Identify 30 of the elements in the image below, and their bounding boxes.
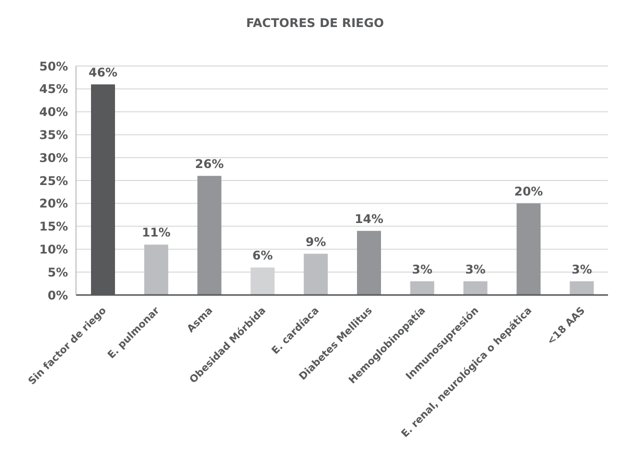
data-label: 11% [142,226,171,240]
y-tick-label: 10% [39,242,68,256]
bar [197,176,222,295]
bar [516,203,541,295]
bar [357,230,381,295]
y-tick-label: 15% [39,220,68,234]
data-label: 3% [412,262,432,276]
data-label: 46% [88,65,118,80]
y-tick-label: 0% [48,288,68,302]
y-tick-label: 40% [39,105,68,120]
bar [304,254,328,295]
y-tick-label: 45% [39,82,68,96]
bar [144,244,168,295]
data-label: 3% [465,262,486,276]
y-tick-label: 35% [39,128,68,142]
data-label: 9% [306,234,326,249]
bar [570,281,594,295]
bar [410,281,434,295]
data-label: 26% [195,156,224,171]
data-label: 20% [514,184,543,198]
y-tick-label: 30% [39,150,68,165]
y-tick-label: 20% [39,196,68,211]
y-tick-label: 5% [48,265,68,280]
data-label: 3% [572,262,592,276]
chart-title: FACTORES DE RIEGO [245,16,385,30]
data-label: 14% [354,212,384,226]
data-label: 6% [252,248,273,263]
y-tick-label: 25% [39,174,68,188]
y-tick-label: 50% [39,59,68,74]
bar [463,281,488,295]
